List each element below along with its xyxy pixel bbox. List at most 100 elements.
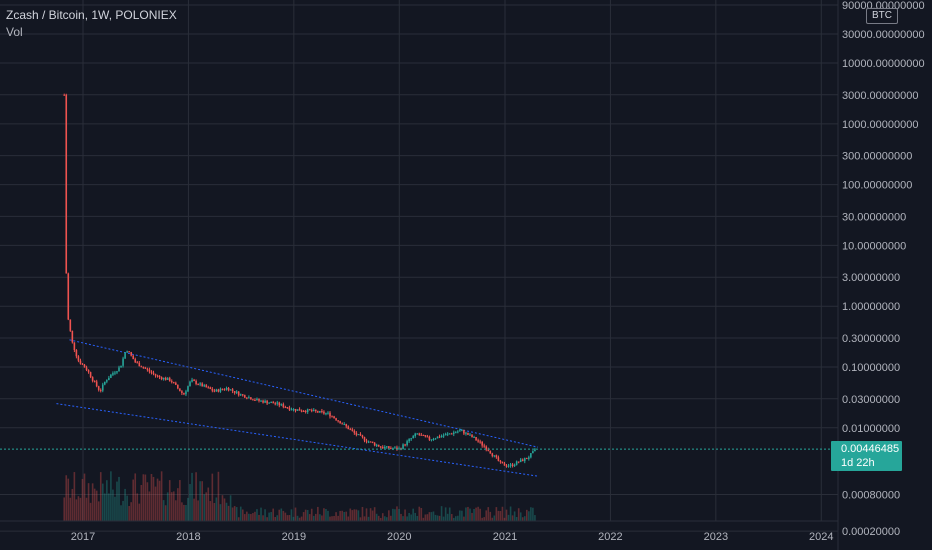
volume-bar	[227, 505, 230, 521]
volume-bar	[483, 517, 485, 521]
candle-body	[418, 433, 421, 435]
candle-body	[450, 433, 453, 435]
candle-body	[333, 416, 335, 419]
candle-body	[300, 410, 303, 412]
volume-bar	[213, 502, 216, 521]
volume-bar	[248, 513, 250, 521]
volume-bar	[152, 476, 155, 521]
volume-bar	[363, 516, 366, 521]
volume-bar	[379, 517, 382, 521]
candle-body	[217, 389, 220, 392]
candle-body	[185, 391, 187, 395]
candle-body	[396, 447, 398, 450]
candle-body	[523, 458, 526, 462]
volume-bar	[343, 511, 346, 521]
volume-bar	[219, 504, 222, 521]
candle-body	[513, 464, 516, 466]
candle-body	[532, 451, 534, 454]
volume-bar	[408, 512, 410, 521]
candle-body	[499, 460, 502, 462]
volume-bar	[217, 471, 220, 521]
volume-bar	[160, 471, 163, 521]
volume-bar	[97, 501, 100, 521]
volume-bar	[373, 507, 376, 521]
volume-bar	[312, 515, 315, 521]
time-tick-label: 2021	[493, 531, 517, 543]
volume-bar	[73, 472, 76, 521]
candle-body	[134, 359, 137, 363]
price-candles[interactable]	[63, 93, 536, 468]
volume-bar	[317, 506, 319, 521]
candle-body	[65, 94, 68, 274]
volume-bar	[388, 510, 390, 521]
candle-body	[95, 381, 98, 387]
candle-body	[168, 378, 171, 382]
candle-body	[87, 370, 90, 373]
candle-body	[361, 435, 364, 438]
price-axis[interactable]: 90000.00000000 30000.00000000 10000.000000…	[842, 0, 925, 538]
bar-countdown: 1d 22h	[841, 457, 875, 469]
candle-body	[363, 437, 366, 441]
candle-body	[371, 441, 374, 443]
volume-bar	[489, 511, 492, 521]
volume-bar	[172, 491, 175, 521]
volume-bar	[91, 483, 94, 521]
candle-body	[120, 365, 122, 368]
currency-badge[interactable]: BTC	[866, 8, 898, 24]
candle-body	[166, 378, 169, 380]
volume-bar	[181, 502, 183, 521]
volume-bar	[375, 513, 378, 521]
volume-bar	[191, 472, 193, 521]
volume-bar	[461, 510, 463, 521]
candle-body	[85, 367, 88, 371]
price-tick-label: 10.00000000	[842, 240, 906, 252]
candle-body	[473, 437, 475, 439]
candle-body	[91, 377, 94, 381]
candle-body	[459, 430, 461, 432]
volume-bar	[156, 478, 159, 521]
candle-body	[402, 444, 404, 449]
symbol-title[interactable]: Zcash / Bitcoin, 1W, POLONIEX	[6, 8, 177, 22]
volume-bar	[296, 515, 299, 521]
candle-body	[526, 458, 528, 460]
candle-body	[89, 372, 92, 378]
volume-bar	[337, 515, 339, 521]
candle-body	[442, 435, 445, 437]
volume-bar	[199, 481, 201, 521]
volume-bar	[272, 508, 274, 521]
volume-bar	[128, 505, 130, 521]
candle-body	[317, 411, 319, 413]
time-tick-label: 2020	[387, 531, 411, 543]
volume-indicator-label[interactable]: Vol	[6, 25, 23, 39]
candle-body	[507, 465, 510, 467]
price-tick-label: 30000.00000000	[842, 29, 925, 41]
candle-body	[108, 377, 110, 381]
volume-bar	[118, 476, 120, 521]
candle-body	[73, 342, 76, 351]
candle-body	[252, 399, 254, 401]
candle-body	[469, 434, 471, 436]
volume-bar	[434, 514, 437, 521]
candle-body	[416, 433, 419, 435]
volume-bar	[400, 513, 402, 521]
candle-body	[181, 391, 183, 394]
volume-bar	[503, 517, 506, 521]
volume-bar	[63, 497, 66, 521]
volume-bar	[75, 499, 78, 521]
candle-body	[511, 464, 514, 466]
volume-bar	[390, 515, 392, 521]
volume-bar	[493, 515, 496, 521]
volume-bar	[361, 506, 364, 521]
volume-bar	[436, 515, 439, 521]
volume-bar	[454, 516, 457, 521]
volume-bar	[207, 487, 210, 521]
volume-bar	[424, 514, 427, 521]
candle-body	[77, 356, 80, 361]
volume-bar	[243, 514, 246, 521]
candle-body	[517, 461, 520, 463]
volume-bar	[106, 480, 108, 521]
candle-body	[424, 435, 427, 437]
candle-body	[355, 432, 358, 435]
time-axis[interactable]: 2017 2018 2019 2020 2021 2022 2023 2024	[71, 531, 834, 543]
